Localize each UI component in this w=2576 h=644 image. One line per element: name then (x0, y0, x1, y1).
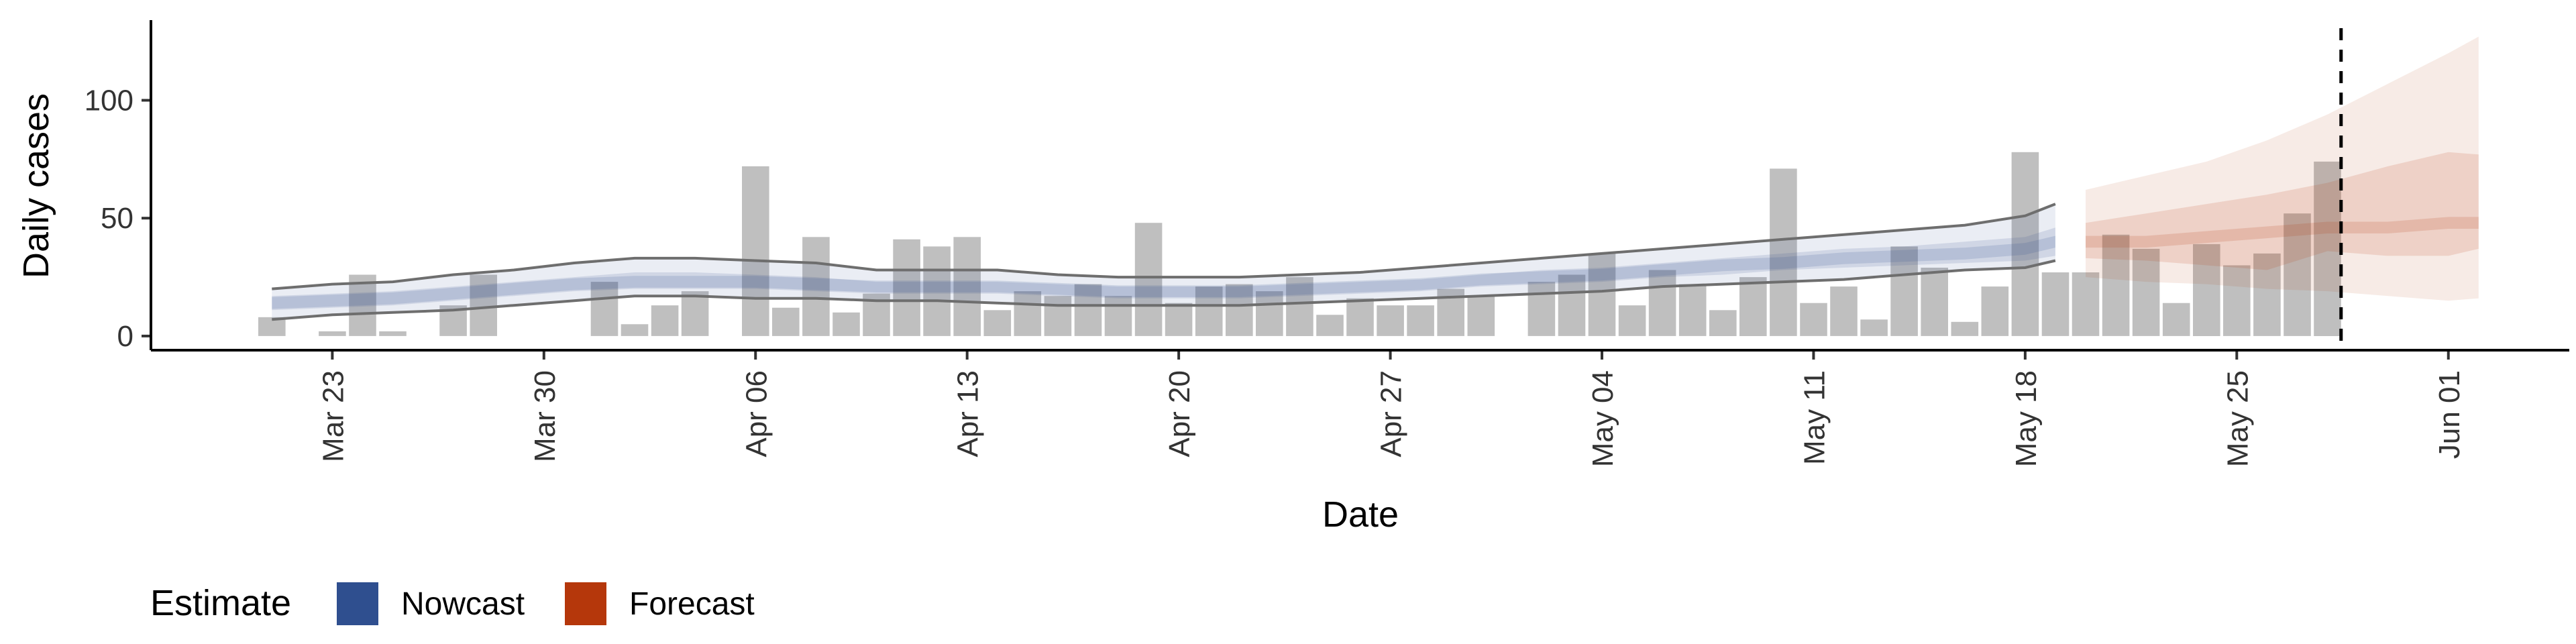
x-tick-label: May 25 (2221, 370, 2254, 467)
case-bar (1588, 253, 1616, 336)
case-bar (1377, 305, 1404, 336)
case-bar (1014, 291, 1042, 336)
case-bar (2253, 253, 2281, 336)
case-bar (1558, 274, 1586, 336)
case-bar (1830, 286, 1858, 336)
y-tick-label: 0 (117, 320, 133, 353)
nowcast-band-90 (272, 204, 2055, 320)
case-bar (319, 331, 346, 336)
case-bar (1195, 286, 1223, 336)
x-tick-label: Mar 23 (317, 370, 350, 462)
case-bar (953, 237, 981, 336)
case-bar (983, 310, 1012, 336)
case-bar (2162, 303, 2190, 336)
case-bar (1890, 246, 1918, 336)
case-bar (1134, 223, 1163, 336)
case-bar (802, 237, 830, 336)
nowcast-series (272, 203, 2056, 321)
case-bar (1044, 296, 1072, 336)
case-bar (2041, 272, 2070, 336)
case-bar (1860, 319, 1888, 336)
case-bar (258, 317, 286, 336)
x-tick-label: Jun 01 (2433, 370, 2466, 459)
case-bars (258, 152, 2341, 336)
y-axis-title: Daily cases (16, 93, 56, 278)
case-bar (1226, 284, 1253, 336)
case-bar (1527, 282, 1556, 336)
x-tick-label: Apr 06 (740, 370, 773, 458)
case-bar (2284, 213, 2311, 336)
nowcast-upper-line (272, 203, 2056, 290)
case-bar (1286, 277, 1313, 336)
case-bar (349, 274, 376, 336)
case-bar (1770, 168, 1797, 336)
case-bar (772, 307, 800, 336)
case-bar (1951, 321, 1979, 336)
forecast-band-50 (2086, 152, 2479, 270)
forecast-band-median (2086, 217, 2479, 248)
case-bar (2314, 161, 2341, 336)
case-bar (1346, 298, 1374, 336)
case-bar (1467, 296, 1495, 336)
legend-label-nowcast: Nowcast (401, 586, 525, 622)
x-tick-label: Apr 27 (1375, 370, 1408, 458)
case-bar (1739, 277, 1767, 336)
nowcast-band-median (272, 235, 2055, 309)
case-bar (1618, 305, 1646, 336)
x-tick-label: Apr 20 (1163, 370, 1196, 458)
case-bar (1104, 296, 1132, 336)
legend-swatch-nowcast (337, 582, 378, 625)
case-bar (681, 291, 709, 336)
x-tick-label: May 04 (1587, 370, 1619, 467)
case-bar (1678, 284, 1707, 336)
nowcast-lower-line (272, 259, 2056, 321)
legend-label-forecast: Forecast (629, 586, 755, 622)
legend: Estimate Nowcast Forecast (150, 582, 755, 625)
case-bar (1316, 315, 1344, 336)
case-bar (1256, 291, 1283, 336)
case-bar (651, 305, 679, 336)
case-bar (590, 282, 619, 336)
case-bar (2011, 152, 2039, 336)
case-bar (1648, 270, 1676, 336)
case-bar (2132, 248, 2160, 336)
nowcast-band-50 (272, 227, 2055, 311)
case-bar (2102, 234, 2130, 336)
case-bar (470, 274, 497, 336)
x-tick-label: Mar 30 (529, 370, 561, 462)
case-bar (1800, 303, 1827, 336)
forecast-band-90 (2086, 36, 2479, 301)
x-tick-label: May 11 (1798, 370, 1831, 465)
case-bar (742, 166, 769, 336)
estimate-bands (272, 36, 2479, 321)
legend-title: Estimate (150, 583, 291, 623)
case-bar (1407, 305, 1434, 336)
case-bar (2193, 244, 2220, 336)
case-bar (621, 324, 649, 336)
x-tick-label: Apr 13 (952, 370, 985, 458)
axis-ticks: 0 50 100 Mar 23 Mar 30 Apr 06 Apr 13 Apr 20 Apr … (85, 84, 2466, 467)
case-bar (2223, 265, 2251, 336)
forecast-series (2086, 36, 2479, 301)
case-bar (1709, 310, 1737, 336)
x-axis-title: Date (1322, 494, 1399, 535)
case-bar (923, 246, 951, 336)
y-tick-label: 100 (85, 84, 133, 117)
case-bar (1165, 303, 1193, 336)
case-bar (833, 312, 860, 336)
y-tick-label: 50 (101, 202, 133, 235)
case-bar (379, 331, 407, 336)
case-bar (1981, 286, 2009, 336)
legend-swatch-forecast (565, 582, 606, 625)
case-bar (1074, 284, 1102, 336)
case-bar (1921, 268, 1948, 336)
case-bar (2072, 272, 2100, 336)
x-tick-label: May 18 (2010, 370, 2043, 467)
case-bar (893, 239, 920, 336)
